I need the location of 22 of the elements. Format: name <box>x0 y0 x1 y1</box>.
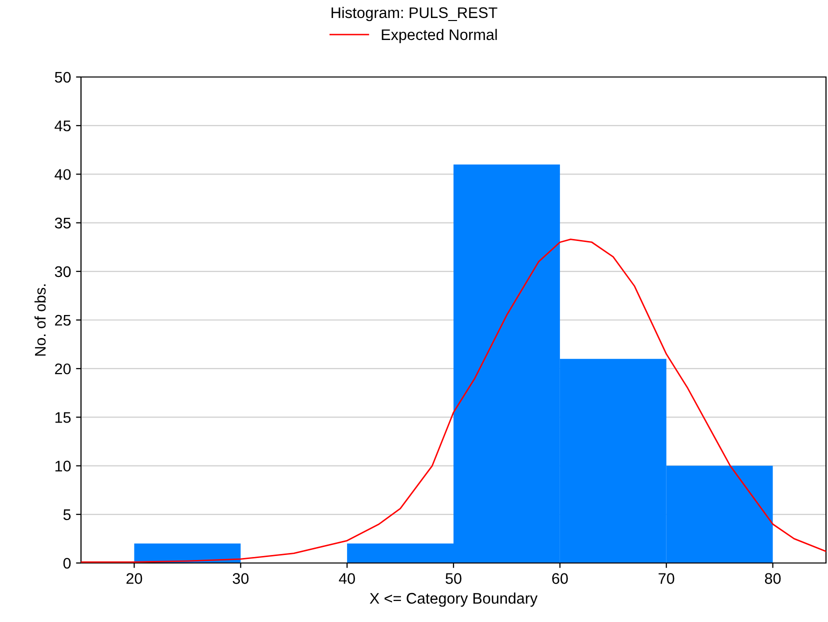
x-tick-label: 80 <box>764 573 781 584</box>
x-tick-label: 40 <box>338 573 355 584</box>
y-tick-label: 20 <box>55 363 71 374</box>
y-tick-label: 0 <box>63 558 71 569</box>
y-tick-label: 30 <box>54 266 71 278</box>
y-tick-label: 40 <box>54 169 71 180</box>
x-tick-label: 50 <box>446 573 462 584</box>
x-tick-label: 60 <box>552 573 568 584</box>
x-tick-label: 30 <box>232 573 249 584</box>
x-tick-label: 70 <box>658 573 674 584</box>
y-tick-label: 5 <box>63 509 71 520</box>
chart-title: Histogram: PULS_REST <box>332 6 498 22</box>
y-axis-title: No. of obs. <box>34 284 46 356</box>
y-tick-label: 10 <box>55 460 71 472</box>
x-axis-title: X <= Category Boundary <box>370 592 538 607</box>
y-tick-label: 45 <box>54 120 71 132</box>
y-tick-label: 15 <box>55 412 71 423</box>
legend-label: Expected Normal <box>382 28 497 44</box>
y-tick-label: 50 <box>54 72 71 83</box>
x-tick-label: 20 <box>126 573 142 584</box>
y-tick-label: 25 <box>55 314 71 326</box>
y-tick-label: 35 <box>54 218 71 228</box>
